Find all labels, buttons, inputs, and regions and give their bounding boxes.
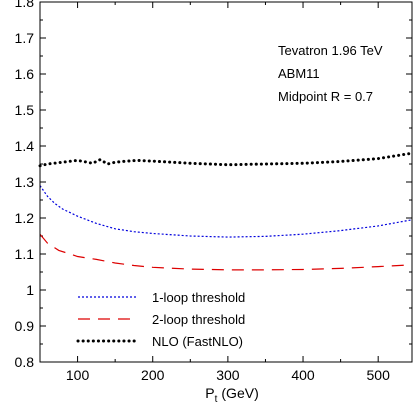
x-tick-label: 400 [291,367,315,383]
y-tick-label: 1.7 [15,30,35,46]
legend-label: 1-loop threshold [152,290,245,305]
legend: 1-loop threshold 2-loop threshold NLO (Fas… [76,290,245,349]
x-tick-label: 500 [367,367,391,383]
plot-frame [39,1,413,363]
y-tick-label: 0.9 [15,318,35,334]
y-tick-label: 1.3 [15,174,35,190]
y-tick-label: 1.2 [15,210,35,226]
legend-label: 2-loop threshold [152,312,245,327]
annotation-line: Midpoint R = 0.7 [278,89,373,104]
x-axis-title-main: P [205,385,214,401]
series-line-3 [38,151,414,168]
ticks-layer: 100 200 300 400 500 0.8 0.9 1 1.1 1.2 1.3 1.4 1.5 1.6… [15,0,412,383]
y-tick-label: 1 [26,282,34,298]
x-tick-label: 200 [141,367,165,383]
annotation-line: Tevatron 1.96 TeV [278,43,383,58]
x-axis-title-unit: (GeV) [221,385,258,401]
x-tick-label: 300 [216,367,240,383]
x-tick-label: 100 [66,367,90,383]
x-axis-title: Pt (GeV) [205,385,258,404]
y-tick-label: 1.8 [15,0,35,10]
y-tick-label: 1.5 [15,102,35,118]
y-tick-label: 1.1 [15,246,35,262]
series-layer [38,151,414,271]
y-tick-label: 0.8 [15,354,35,370]
y-tick-label: 1.4 [15,138,35,154]
series-line-1 [39,185,413,238]
annotation-line: ABM11 [278,66,320,81]
y-tick-label: 1.6 [15,66,35,82]
annotation-block: Tevatron 1.96 TeV ABM11 Midpoint R = 0.7 [278,43,383,104]
legend-label: NLO (FastNLO) [152,334,243,349]
x-axis-title-subscript: t [215,394,218,404]
series-line-2 [39,233,413,271]
